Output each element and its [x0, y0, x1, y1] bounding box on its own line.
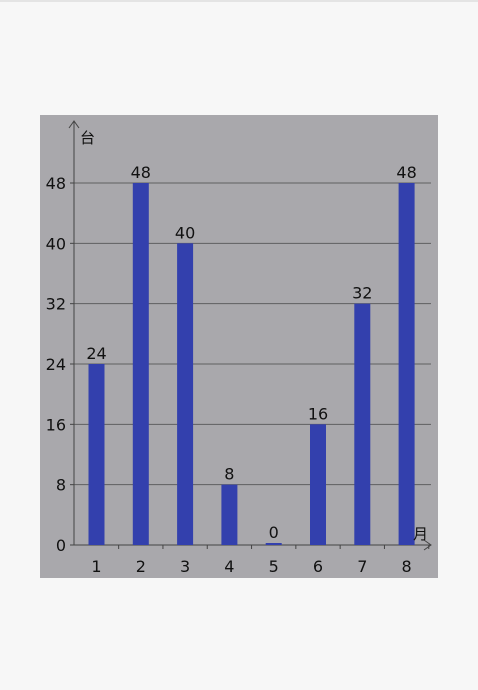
y-tick-label: 32	[46, 295, 66, 314]
gridlines	[74, 182, 431, 486]
y-tick-label: 0	[56, 536, 66, 555]
x-tick-label: 4	[224, 557, 234, 576]
y-tick-label: 16	[46, 415, 66, 434]
x-axis-arrow	[423, 539, 432, 551]
bar	[354, 303, 371, 545]
bar	[310, 424, 326, 545]
axes	[68, 120, 432, 551]
status-bar-edge	[0, 0, 478, 2]
bar	[265, 543, 282, 545]
x-axis-unit-label: 月	[413, 525, 428, 543]
x-tick-label: 6	[313, 557, 323, 576]
bar	[221, 484, 238, 545]
bar-value-label: 8	[224, 465, 234, 484]
x-tick-label: 2	[136, 557, 146, 576]
bar	[398, 183, 415, 545]
y-tick-label: 8	[56, 476, 66, 495]
x-tick-label: 3	[180, 557, 190, 576]
x-tick-label: 8	[402, 557, 412, 576]
bar	[132, 183, 149, 545]
bar-value-label: 48	[131, 163, 151, 182]
y-tick-label: 48	[46, 174, 66, 193]
bar	[177, 243, 194, 546]
bar-value-label: 40	[175, 223, 195, 242]
x-tick-label: 5	[269, 557, 279, 576]
chart-panel: 0 8 16 24 32 40 48 台月 1 24 2 48 3 40 4 8 5 0 6 16 7 32 8 48	[40, 115, 438, 578]
bar-value-label: 16	[308, 404, 328, 423]
bar-value-label: 32	[352, 284, 372, 303]
bar	[88, 364, 105, 545]
bars	[88, 183, 415, 546]
x-tick-label: 7	[357, 557, 367, 576]
bar-value-label: 48	[396, 163, 416, 182]
x-tick-label: 1	[91, 557, 101, 576]
bar-value-label: 24	[86, 344, 106, 363]
bar-value-label: 0	[269, 523, 279, 542]
y-tick-label: 40	[46, 234, 66, 253]
y-axis-unit-label: 台	[80, 129, 95, 147]
y-tick-label: 24	[46, 355, 66, 374]
y-axis-arrow	[68, 120, 80, 129]
